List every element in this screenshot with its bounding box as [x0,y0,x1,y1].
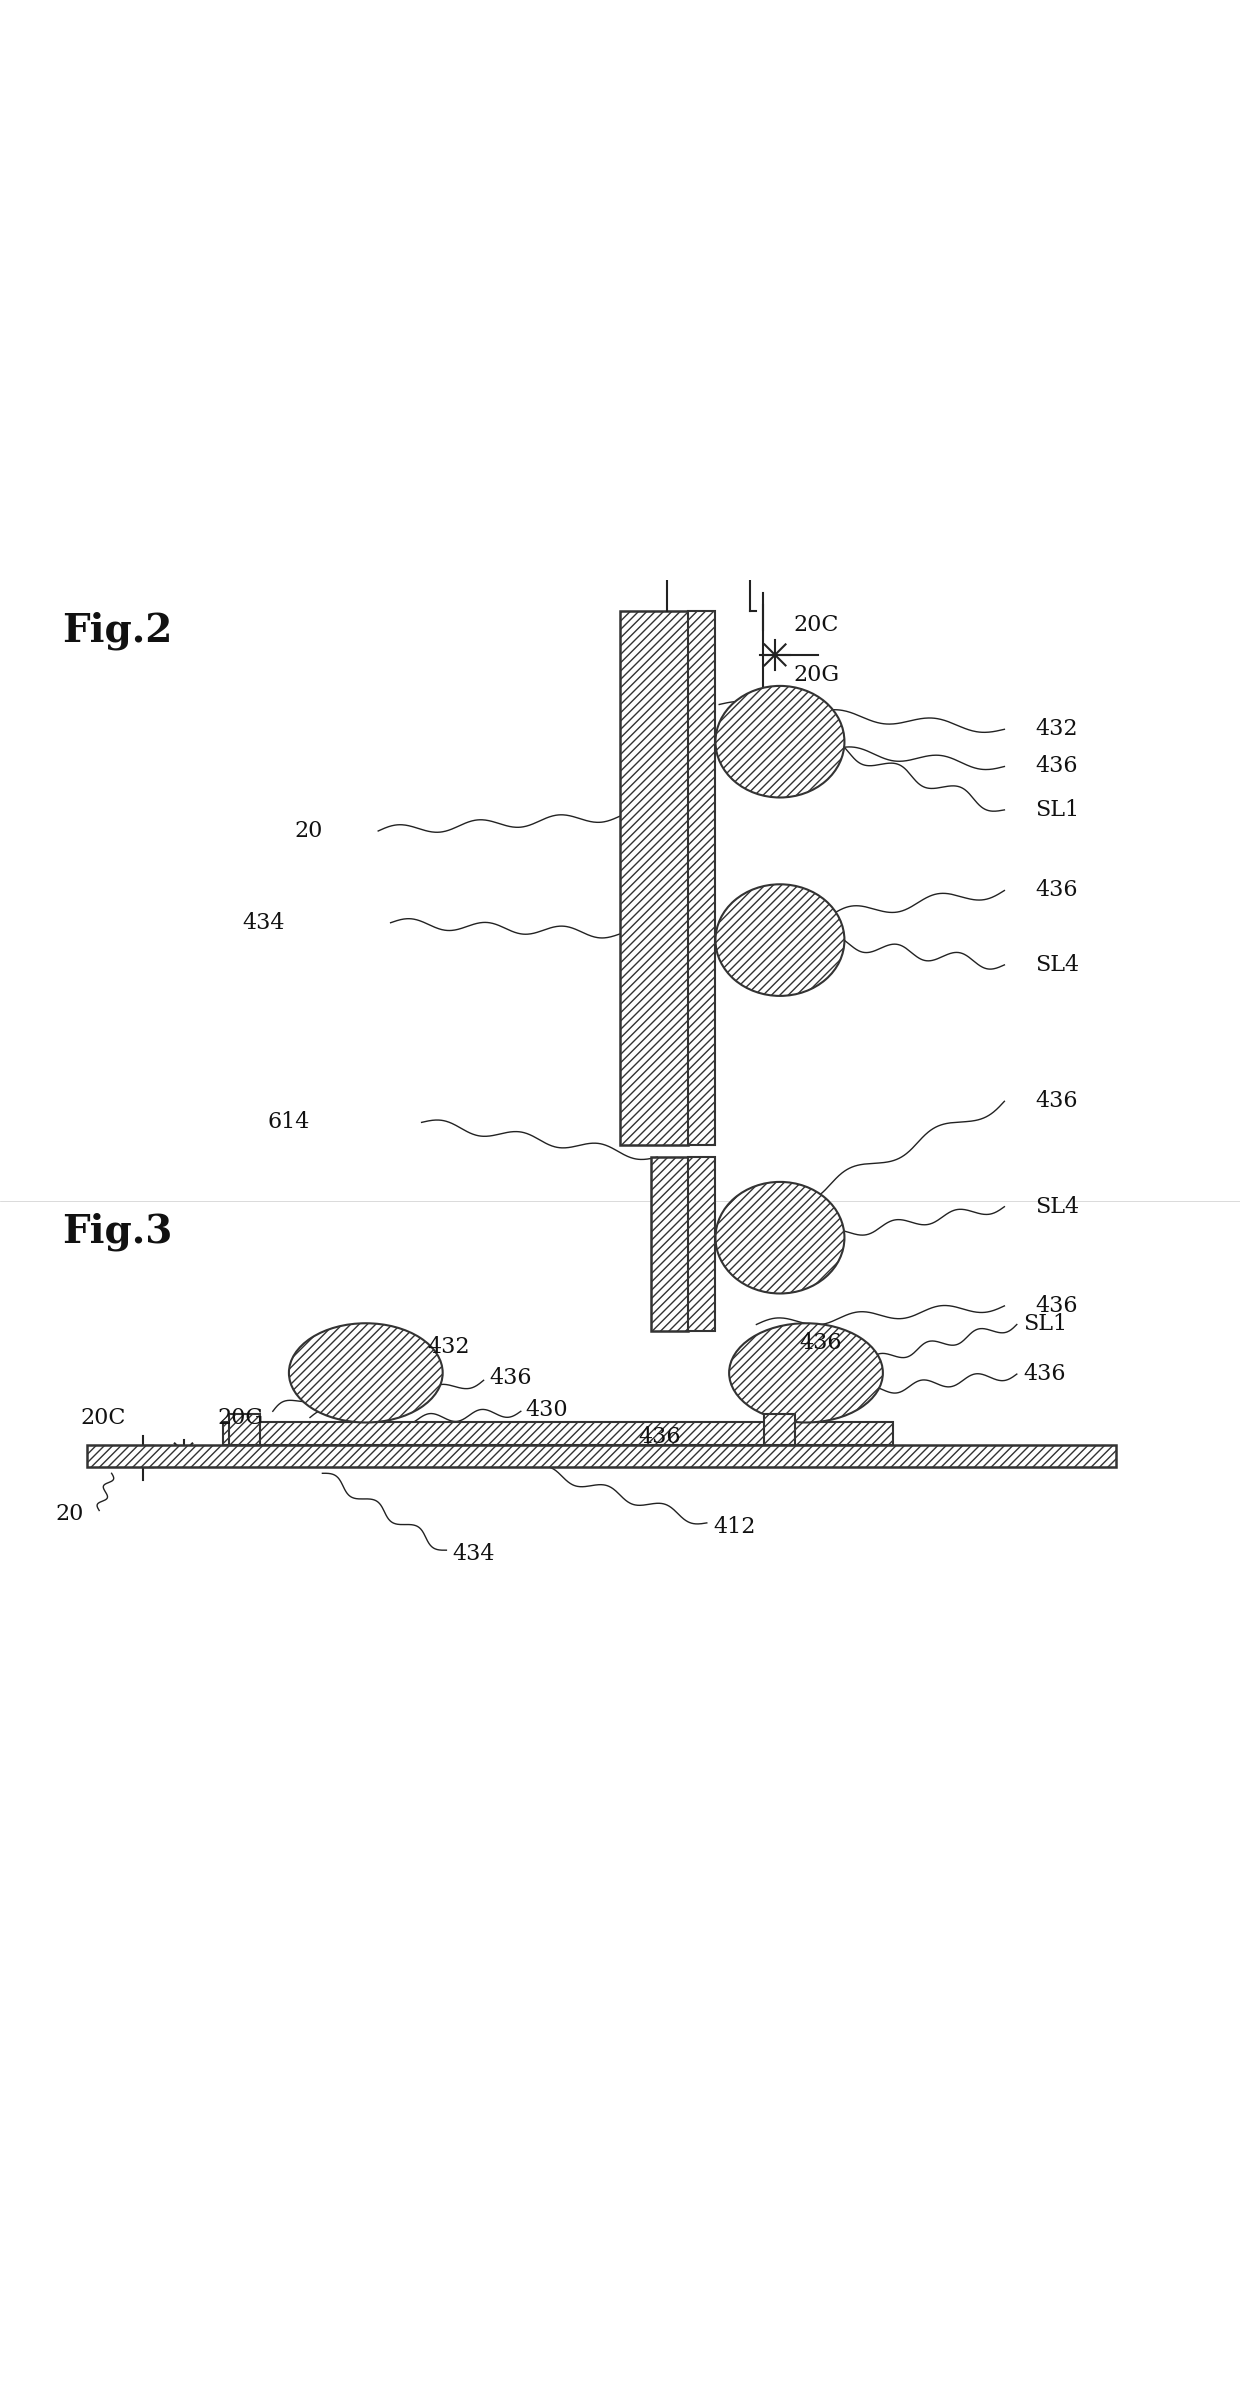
Text: 436: 436 [1035,1090,1078,1112]
Text: 20: 20 [56,1503,84,1525]
Text: 436: 436 [1035,756,1078,778]
Text: 432: 432 [1035,718,1078,740]
Text: Fig.3: Fig.3 [62,1213,172,1251]
Text: 436: 436 [800,1333,842,1354]
Text: SL1: SL1 [1035,800,1080,821]
Text: 434: 434 [243,912,285,934]
Text: 436: 436 [490,1366,532,1388]
Text: SL4: SL4 [1035,1196,1080,1217]
Text: 20C: 20C [794,615,839,636]
Text: 20: 20 [294,821,322,843]
Ellipse shape [715,687,844,797]
Text: 436: 436 [1035,1294,1078,1316]
Ellipse shape [715,1181,844,1294]
Text: 436: 436 [1023,1364,1065,1385]
Ellipse shape [289,1323,443,1421]
Text: 412: 412 [713,1515,755,1537]
Text: 20C: 20C [81,1407,126,1429]
Bar [620,612,688,1145]
Text: 434: 434 [453,1544,495,1565]
Text: 432: 432 [428,1335,470,1359]
Bar [688,612,715,1145]
Text: 430: 430 [526,1400,568,1421]
Text: 20G: 20G [794,663,839,687]
Bar [223,1421,893,1445]
Bar [651,1157,688,1330]
Bar [87,1445,1116,1467]
Ellipse shape [729,1323,883,1421]
Ellipse shape [715,884,844,996]
Text: 20G: 20G [217,1407,263,1429]
Text: SL4: SL4 [1035,953,1080,975]
Bar [764,1414,795,1445]
Text: Fig.2: Fig.2 [62,612,172,651]
Text: SL1: SL1 [1023,1313,1068,1335]
Text: 436: 436 [639,1426,681,1448]
Bar [229,1414,260,1445]
Text: 436: 436 [1035,879,1078,900]
Bar [688,1157,715,1330]
Text: 614: 614 [268,1112,310,1133]
